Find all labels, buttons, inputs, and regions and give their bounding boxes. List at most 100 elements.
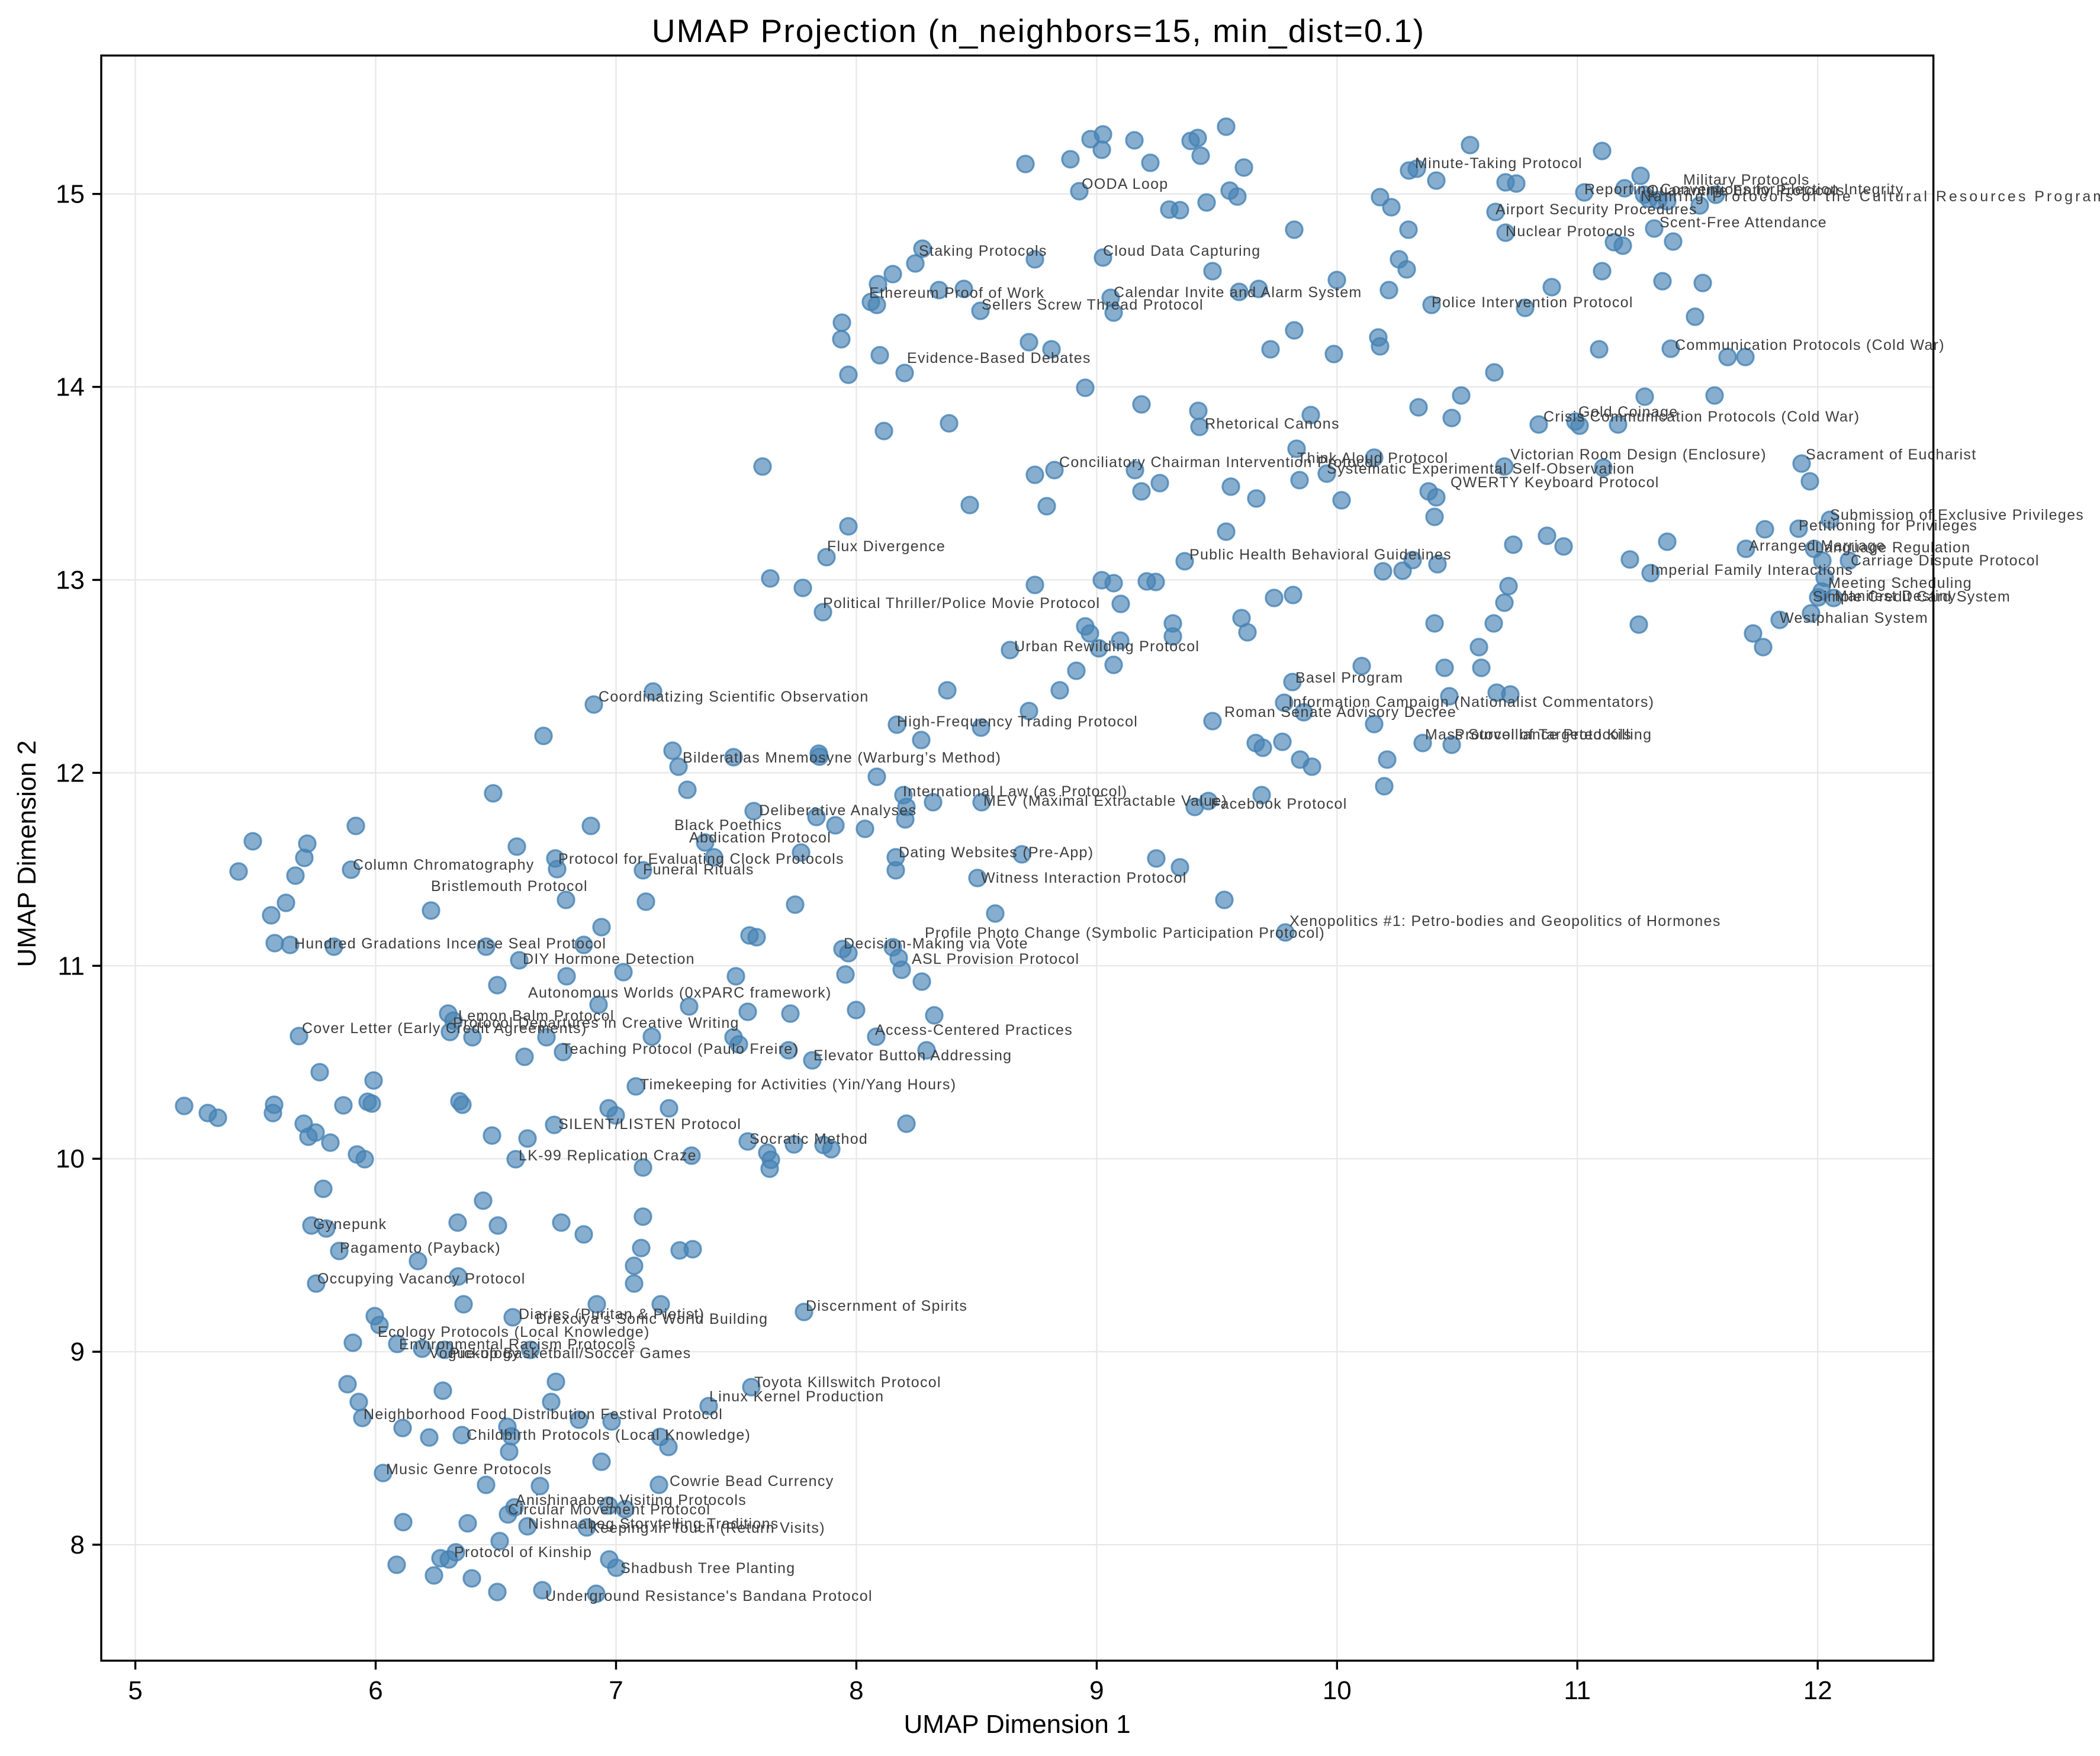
svg-text:Flux Divergence: Flux Divergence [827, 538, 946, 555]
svg-text:Gold Coinage: Gold Coinage [1578, 404, 1678, 420]
svg-text:Profile Photo Change (Symbolic: Profile Photo Change (Symbolic Participa… [925, 925, 1325, 941]
svg-text:Carriage Dispute Protocol: Carriage Dispute Protocol [1851, 552, 2040, 569]
svg-text:ASL Provision Protocol: ASL Provision Protocol [912, 951, 1079, 967]
svg-text:Communication Protocols (Cold: Communication Protocols (Cold War) [1675, 337, 1945, 353]
svg-text:Bilderatlas Mnemosyne (Warburg: Bilderatlas Mnemosyne (Warburg’s Method) [683, 750, 1001, 766]
svg-text:SILENT/LISTEN Protocol: SILENT/LISTEN Protocol [558, 1116, 741, 1133]
svg-text:Reporting Conventions for Elec: Reporting Conventions for Election Integ… [1584, 181, 1903, 198]
svg-text:Underground Resistance's Banda: Underground Resistance's Bandana Protoco… [545, 1588, 873, 1604]
svg-text:UMAP Dimension 1: UMAP Dimension 1 [903, 1710, 1130, 1739]
svg-text:Systematic Experimental Self-O: Systematic Experimental Self-Observation [1327, 461, 1635, 477]
svg-text:Basel Program: Basel Program [1295, 670, 1403, 686]
svg-text:Elevator Button Addressing: Elevator Button Addressing [813, 1047, 1012, 1064]
svg-text:Discernment of Spirits: Discernment of Spirits [806, 1298, 967, 1314]
svg-text:Naming Protocols of the Cultur: Naming Protocols of the Cultural Resourc… [1641, 188, 2100, 205]
svg-text:11: 11 [57, 951, 85, 980]
svg-text:9: 9 [70, 1337, 85, 1366]
svg-text:High-Frequency Trading Protoco: High-Frequency Trading Protocol [897, 713, 1138, 730]
svg-text:14: 14 [56, 373, 85, 402]
svg-text:Black Poethics: Black Poethics [674, 817, 782, 834]
svg-text:Protocol Departures in Creativ: Protocol Departures in Creative Writing [453, 1015, 739, 1031]
svg-text:12: 12 [56, 758, 85, 787]
svg-text:Information Campaign (National: Information Campaign (Nationalist Commen… [1288, 694, 1654, 710]
svg-text:5: 5 [128, 1676, 142, 1705]
svg-text:DIY Hormone Detection: DIY Hormone Detection [523, 951, 695, 967]
svg-text:Ethereum Proof of Work: Ethereum Proof of Work [869, 285, 1044, 301]
svg-text:Environmental Racism Protocols: Environmental Racism Protocols [399, 1336, 636, 1353]
svg-text:7: 7 [609, 1676, 623, 1705]
svg-text:15: 15 [56, 180, 85, 209]
svg-text:Urban Rewilding Protocol: Urban Rewilding Protocol [1014, 638, 1199, 655]
svg-text:Cover Letter (Early Credit Agr: Cover Letter (Early Credit Agreements) [302, 1020, 587, 1037]
svg-text:Pickup Basketball/Soccer Games: Pickup Basketball/Soccer Games [449, 1345, 692, 1362]
svg-text:Hundred Gradations Incense Sea: Hundred Gradations Incense Seal Protocol [294, 935, 606, 952]
svg-text:Rhetorical Canons: Rhetorical Canons [1205, 416, 1340, 432]
svg-text:Sellers Screw Thread Protocol: Sellers Screw Thread Protocol [982, 297, 1204, 313]
svg-text:Drexciya’s Sonic World Buildin: Drexciya’s Sonic World Building [536, 1311, 768, 1327]
svg-text:13: 13 [56, 566, 85, 595]
svg-text:Police Intervention Protocol: Police Intervention Protocol [1432, 294, 1633, 311]
svg-text:Military Protocols: Military Protocols [1683, 172, 1810, 188]
svg-text:Language Regulation: Language Regulation [1815, 539, 1970, 556]
svg-text:Witness Interaction Protocol: Witness Interaction Protocol [981, 870, 1187, 886]
svg-text:Pagamento (Payback): Pagamento (Payback) [340, 1240, 501, 1256]
svg-text:UMAP Projection (n_neighbors=1: UMAP Projection (n_neighbors=15, min_dis… [652, 12, 1425, 49]
svg-text:Teaching Protocol (Paulo Freir: Teaching Protocol (Paulo Freire) [562, 1041, 799, 1057]
svg-text:Vogue-ology: Vogue-ology [429, 1345, 520, 1362]
svg-text:Funeral Rituals: Funeral Rituals [643, 861, 754, 878]
svg-text:Public Health Behavioral Guide: Public Health Behavioral Guidelines [1189, 546, 1452, 563]
svg-text:Ecology Protocols (Local Knowl: Ecology Protocols (Local Knowledge) [378, 1324, 650, 1340]
svg-text:Minute-Taking Protocol: Minute-Taking Protocol [1415, 155, 1583, 172]
svg-text:Gynepunk: Gynepunk [313, 1216, 387, 1233]
svg-text:Childbirth Protocols (Local Kn: Childbirth Protocols (Local Knowledge) [467, 1427, 751, 1443]
svg-text:Victorian Room Design (Enclosu: Victorian Room Design (Enclosure) [1510, 446, 1767, 463]
svg-text:Staking Protocols: Staking Protocols [919, 243, 1047, 259]
svg-text:10: 10 [1323, 1676, 1352, 1705]
svg-text:Autonomous Worlds (0xPARC fram: Autonomous Worlds (0xPARC framework) [528, 985, 832, 1001]
svg-text:Nuclear Protocols: Nuclear Protocols [1506, 223, 1635, 240]
svg-text:Mass Surveillance Protocols: Mass Surveillance Protocols [1425, 726, 1632, 743]
svg-text:Toyota Killswitch Protocol: Toyota Killswitch Protocol [754, 1374, 941, 1391]
svg-text:Arranged Marriage: Arranged Marriage [1749, 538, 1886, 554]
svg-text:International Law (as Protocol: International Law (as Protocol) [903, 783, 1127, 800]
svg-text:8: 8 [849, 1676, 863, 1705]
svg-text:Anishinaabeg Visiting Protocol: Anishinaabeg Visiting Protocols [516, 1492, 747, 1509]
svg-text:Shadbush Tree Planting: Shadbush Tree Planting [620, 1560, 795, 1577]
svg-text:6: 6 [368, 1676, 382, 1705]
svg-text:UMAP Dimension 2: UMAP Dimension 2 [12, 740, 41, 967]
svg-text:Facebook Protocol: Facebook Protocol [1211, 796, 1348, 812]
svg-text:Column Chromatography: Column Chromatography [353, 857, 535, 873]
svg-text:LK-99 Replication Craze: LK-99 Replication Craze [519, 1147, 697, 1164]
svg-text:Socratic Method: Socratic Method [750, 1131, 868, 1147]
svg-text:Protocol of Targeted Killing: Protocol of Targeted Killing [1455, 726, 1652, 743]
svg-text:Simple Credit Card System: Simple Credit Card System [1813, 588, 2011, 605]
svg-text:Neighborhood Food Distribution: Neighborhood Food Distribution Festival … [364, 1406, 723, 1423]
svg-text:Submission of Exclusive Privil: Submission of Exclusive Privileges [1830, 507, 2084, 523]
svg-text:Timekeeping for Activities (Yi: Timekeeping for Activities (Yin/Yang Hou… [640, 1076, 956, 1093]
svg-text:9: 9 [1089, 1676, 1104, 1705]
svg-text:Keeping in Touch (Return Visit: Keeping in Touch (Return Visits) [590, 1520, 825, 1536]
svg-text:Linux Kernel Production: Linux Kernel Production [709, 1388, 884, 1405]
svg-text:8: 8 [70, 1530, 85, 1559]
svg-text:Roman Senate Advisory Decree: Roman Senate Advisory Decree [1224, 704, 1456, 721]
svg-text:Crisis Communication Protocols: Crisis Communication Protocols (Cold War… [1543, 409, 1860, 425]
svg-text:Decision-Making via Vote: Decision-Making via Vote [844, 935, 1028, 952]
svg-text:Deliberative Analyses: Deliberative Analyses [759, 802, 916, 819]
svg-text:Abdication Protocol: Abdication Protocol [689, 829, 831, 846]
svg-text:Circular Movement Protocol: Circular Movement Protocol [508, 1501, 710, 1518]
svg-text:Imperial Family Interactions: Imperial Family Interactions [1651, 562, 1853, 578]
svg-text:Manifest Destiny: Manifest Destiny [1835, 588, 1957, 604]
svg-text:Bristlemouth Protocol: Bristlemouth Protocol [431, 878, 588, 895]
svg-text:Scent-Free Attendance: Scent-Free Attendance [1660, 214, 1827, 231]
svg-text:MEV (Maximal Extractable Value: MEV (Maximal Extractable Value) [983, 793, 1227, 809]
svg-text:Calendar Invite and Alarm Syst: Calendar Invite and Alarm System [1114, 284, 1362, 301]
svg-text:Think Aloud Protocol: Think Aloud Protocol [1297, 450, 1448, 467]
svg-text:Quarantine Entry Protocols: Quarantine Entry Protocols [1647, 182, 1845, 199]
svg-text:Political Thriller/Police Movi: Political Thriller/Police Movie Protocol [823, 595, 1100, 612]
svg-text:OODA Loop: OODA Loop [1082, 176, 1169, 192]
svg-text:Evidence-Based Debates: Evidence-Based Debates [907, 350, 1091, 366]
svg-text:Diaries (Puritan & Pietist): Diaries (Puritan & Pietist) [519, 1306, 705, 1323]
svg-text:Xenopolitics #1: Petro-bodies: Xenopolitics #1: Petro-bodies and Geopol… [1289, 913, 1721, 930]
svg-text:Coordinatizing Scientific Obse: Coordinatizing Scientific Observation [599, 689, 869, 705]
svg-text:Access-Centered Practices: Access-Centered Practices [875, 1022, 1073, 1038]
